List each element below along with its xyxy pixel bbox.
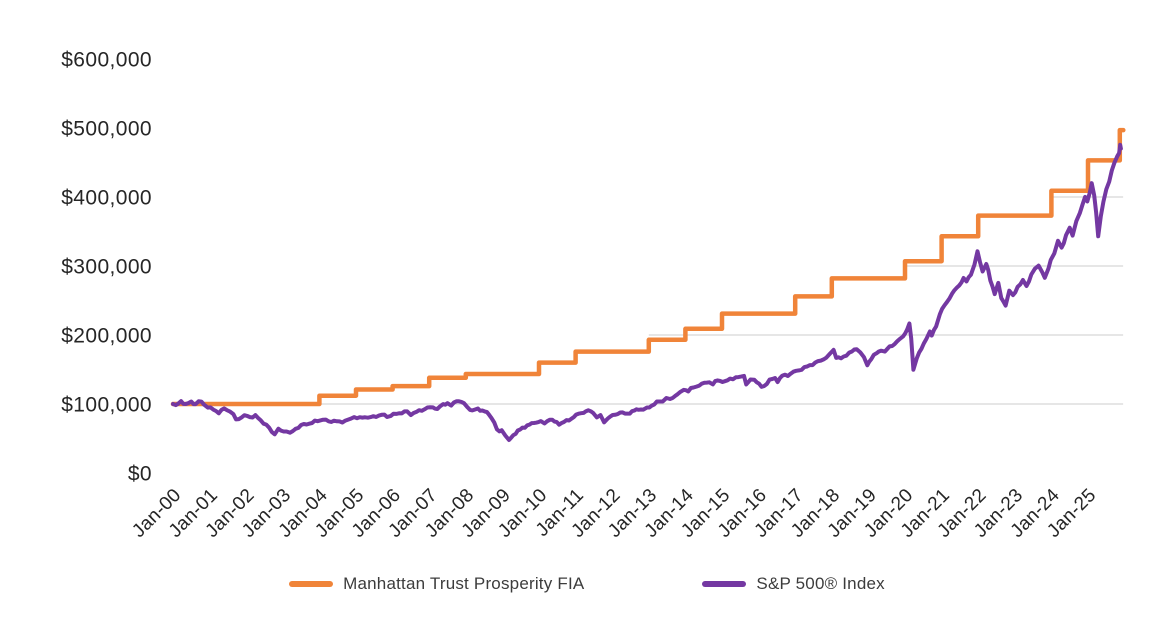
y-axis-label: $300,000 [61,256,152,279]
y-axis-label: $500,000 [61,118,152,141]
legend-entry-fia: Manhattan Trust Prosperity FIA [289,574,584,594]
fia-line-swatch-icon [289,581,334,587]
sp500-line-swatch-icon [702,581,747,587]
legend-label-sp500: S&P 500® Index [756,574,885,593]
fia-step-line [170,127,1126,407]
sp500-index-line [171,142,1123,442]
y-axis-label: $100,000 [61,394,152,417]
y-axis-label: $400,000 [61,187,152,210]
legend-label-fia: Manhattan Trust Prosperity FIA [343,574,585,593]
chart-legend: Manhattan Trust Prosperity FIA S&P 500® … [0,574,1174,594]
y-axis-label: $0 [128,463,152,486]
y-axis-label: $600,000 [61,49,152,72]
legend-entry-sp500: S&P 500® Index [702,574,885,594]
y-axis-label: $200,000 [61,325,152,348]
